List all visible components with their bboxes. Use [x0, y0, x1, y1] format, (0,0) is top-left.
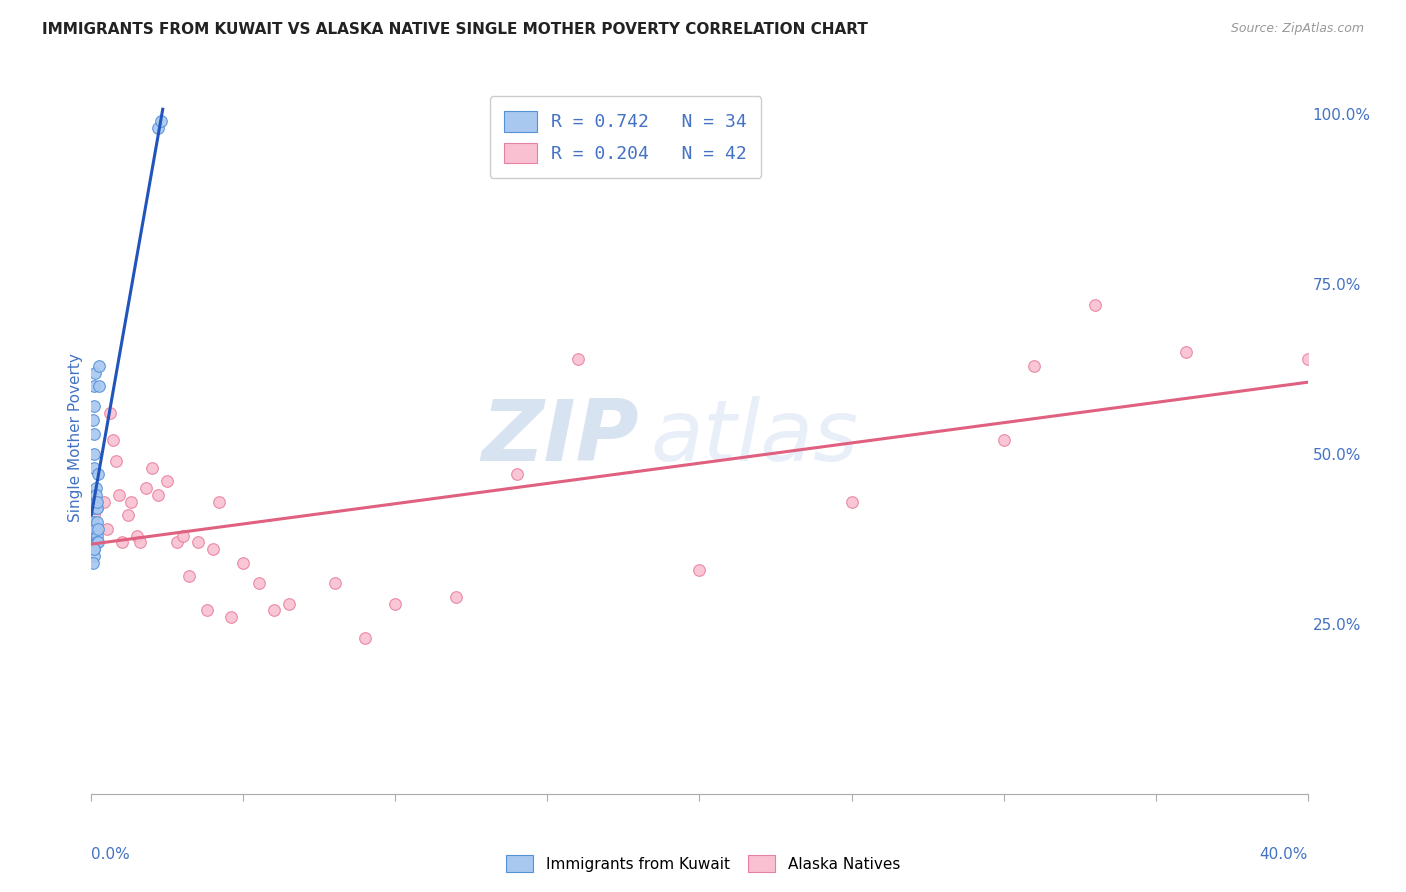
Point [1022, 359, 1045, 373]
Text: 0.0%: 0.0% [91, 847, 131, 863]
Point [83, 508, 105, 523]
Point [83, 426, 105, 441]
Point [86, 501, 108, 516]
Point [177, 569, 200, 583]
Text: IMMIGRANTS FROM KUWAIT VS ALASKA NATIVE SINGLE MOTHER POVERTY CORRELATION CHART: IMMIGRANTS FROM KUWAIT VS ALASKA NATIVE … [42, 22, 868, 37]
Point [567, 351, 589, 366]
Point [129, 535, 152, 549]
Point [82, 494, 104, 508]
Point [444, 590, 467, 604]
Point [208, 494, 231, 508]
Point [111, 535, 134, 549]
Point [86, 494, 108, 508]
Point [83, 400, 105, 414]
Point [506, 467, 529, 482]
Text: ZIP: ZIP [481, 395, 638, 479]
Point [148, 488, 170, 502]
Point [172, 528, 194, 542]
Point [1084, 297, 1107, 311]
Point [263, 603, 285, 617]
Point [104, 454, 127, 468]
Point [87, 379, 110, 393]
Point [278, 597, 301, 611]
Point [84, 488, 107, 502]
Point [219, 610, 242, 624]
Point [156, 475, 179, 489]
Point [148, 120, 170, 135]
Point [384, 597, 406, 611]
Point [1174, 345, 1197, 359]
Point [107, 488, 129, 502]
Point [150, 114, 173, 128]
Point [83, 549, 105, 563]
Point [82, 528, 104, 542]
Point [247, 576, 270, 591]
Point [83, 366, 105, 380]
Text: 40.0%: 40.0% [1260, 847, 1308, 863]
Point [82, 515, 104, 529]
Point [354, 631, 377, 645]
Point [83, 542, 105, 557]
Legend: Immigrants from Kuwait, Alaska Natives: Immigrants from Kuwait, Alaska Natives [498, 847, 908, 880]
Point [83, 542, 105, 557]
Point [93, 494, 115, 508]
Point [86, 501, 108, 516]
Point [841, 494, 863, 508]
Point [84, 481, 107, 495]
Point [688, 563, 710, 577]
Point [323, 576, 346, 591]
Point [166, 535, 188, 549]
Point [83, 447, 105, 461]
Y-axis label: Single Mother Poverty: Single Mother Poverty [67, 352, 83, 522]
Point [84, 535, 107, 549]
Point [98, 406, 121, 420]
Point [232, 556, 254, 570]
Point [80, 535, 103, 549]
Legend: R = 0.742   N = 34, R = 0.204   N = 42: R = 0.742 N = 34, R = 0.204 N = 42 [489, 96, 761, 178]
Point [83, 379, 105, 393]
Point [82, 556, 104, 570]
Point [82, 501, 104, 516]
Point [187, 535, 209, 549]
Point [993, 434, 1015, 448]
Point [84, 535, 107, 549]
Point [1296, 351, 1319, 366]
Text: Source: ZipAtlas.com: Source: ZipAtlas.com [1230, 22, 1364, 36]
Point [87, 359, 110, 373]
Point [96, 522, 118, 536]
Point [83, 460, 105, 475]
Point [141, 460, 163, 475]
Point [87, 467, 110, 482]
Point [86, 535, 108, 549]
Point [101, 434, 124, 448]
Point [195, 603, 218, 617]
Point [87, 522, 110, 536]
Point [202, 542, 225, 557]
Point [86, 528, 108, 542]
Point [86, 515, 108, 529]
Point [120, 494, 142, 508]
Point [117, 508, 139, 523]
Point [125, 528, 148, 542]
Point [82, 413, 104, 427]
Point [135, 481, 157, 495]
Point [87, 535, 110, 549]
Point [84, 494, 107, 508]
Text: atlas: atlas [651, 395, 859, 479]
Point [84, 522, 107, 536]
